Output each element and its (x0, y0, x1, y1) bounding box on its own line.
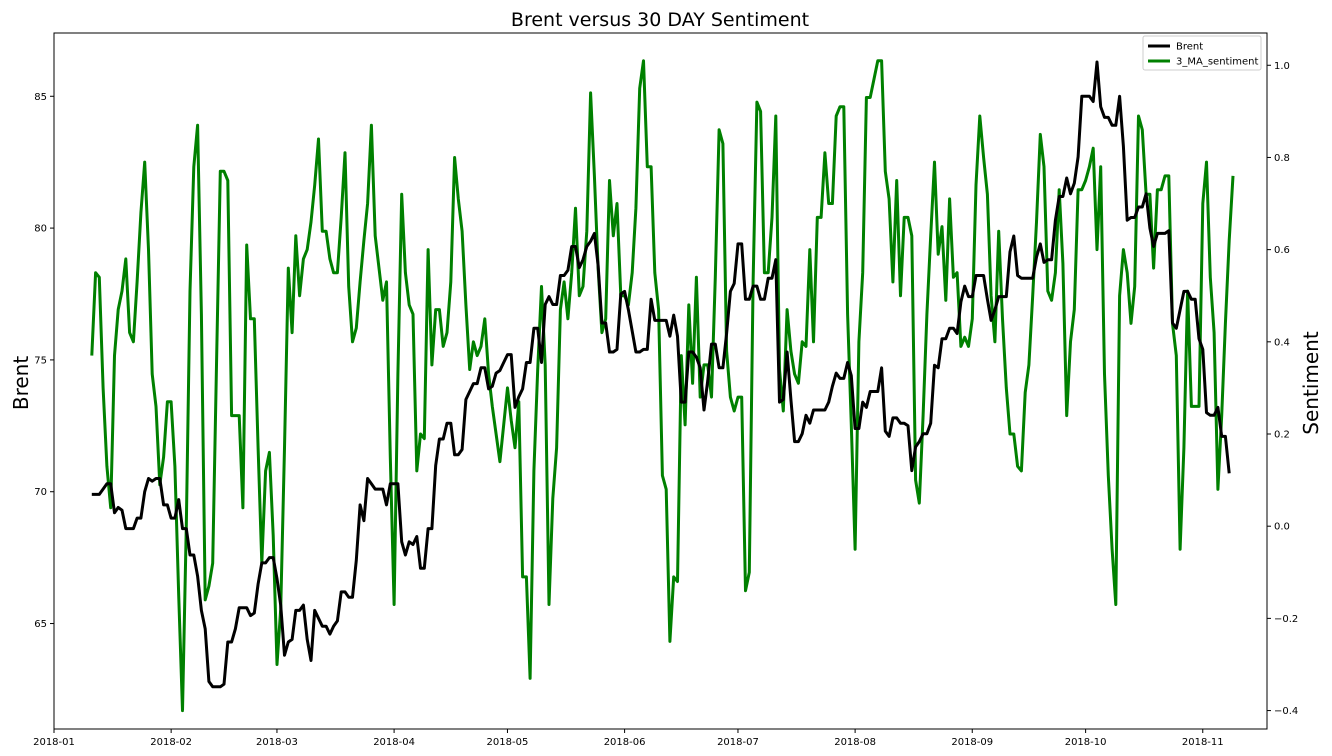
y-left-axis-ticks: 65 70 75 80 85 (34, 92, 54, 630)
x-tick-label: 2018-09 (951, 737, 993, 748)
y-left-tick-label: 65 (34, 619, 47, 630)
x-tick-label: 2018-11 (1182, 737, 1224, 748)
x-tick-label: 2018-01 (33, 737, 75, 748)
y-right-tick-label: 1.0 (1274, 61, 1290, 72)
y-right-tick-label: −0.4 (1274, 706, 1298, 717)
y-right-axis-ticks: −0.4 −0.2 0.0 0.2 0.4 0.6 0.8 1.0 (1267, 61, 1298, 717)
x-tick-label: 2018-05 (487, 737, 529, 748)
y-left-tick-label: 85 (34, 92, 47, 103)
legend-label-brent: Brent (1176, 42, 1203, 53)
y-left-axis-label: Brent (9, 356, 33, 410)
y-right-axis-label: Sentiment (1299, 331, 1323, 435)
series-layer (90, 59, 1235, 713)
legend-box (1142, 35, 1262, 71)
legend-label-sentiment: 3_MA_sentiment (1176, 57, 1258, 68)
y-right-tick-label: 0.4 (1274, 337, 1290, 348)
series-line-3-ma-sentiment (90, 59, 1235, 713)
y-right-tick-label: 0.8 (1274, 153, 1290, 164)
x-tick-label: 2018-07 (717, 737, 759, 748)
y-right-tick-label: −0.2 (1274, 614, 1298, 625)
x-tick-label: 2018-10 (1065, 737, 1107, 748)
legend: Brent 3_MA_sentiment (1142, 35, 1262, 71)
series-line-brent (91, 60, 1231, 689)
y-right-tick-label: 0.0 (1274, 522, 1290, 533)
y-left-tick-label: 75 (34, 355, 47, 366)
x-tick-label: 2018-04 (373, 737, 415, 748)
plot-frame (53, 32, 1268, 730)
x-tick-label: 2018-03 (256, 737, 298, 748)
y-right-tick-label: 0.2 (1274, 430, 1290, 441)
x-axis-ticks: 2018-01 2018-02 2018-03 2018-04 2018-05 2018-… (33, 729, 1224, 748)
y-left-tick-label: 80 (34, 224, 47, 235)
chart-title: Brent versus 30 DAY Sentiment (511, 9, 809, 31)
x-tick-label: 2018-02 (150, 737, 192, 748)
y-right-tick-label: 0.6 (1274, 245, 1290, 256)
x-tick-label: 2018-08 (834, 737, 876, 748)
y-left-tick-label: 70 (34, 487, 47, 498)
x-tick-label: 2018-06 (604, 737, 646, 748)
